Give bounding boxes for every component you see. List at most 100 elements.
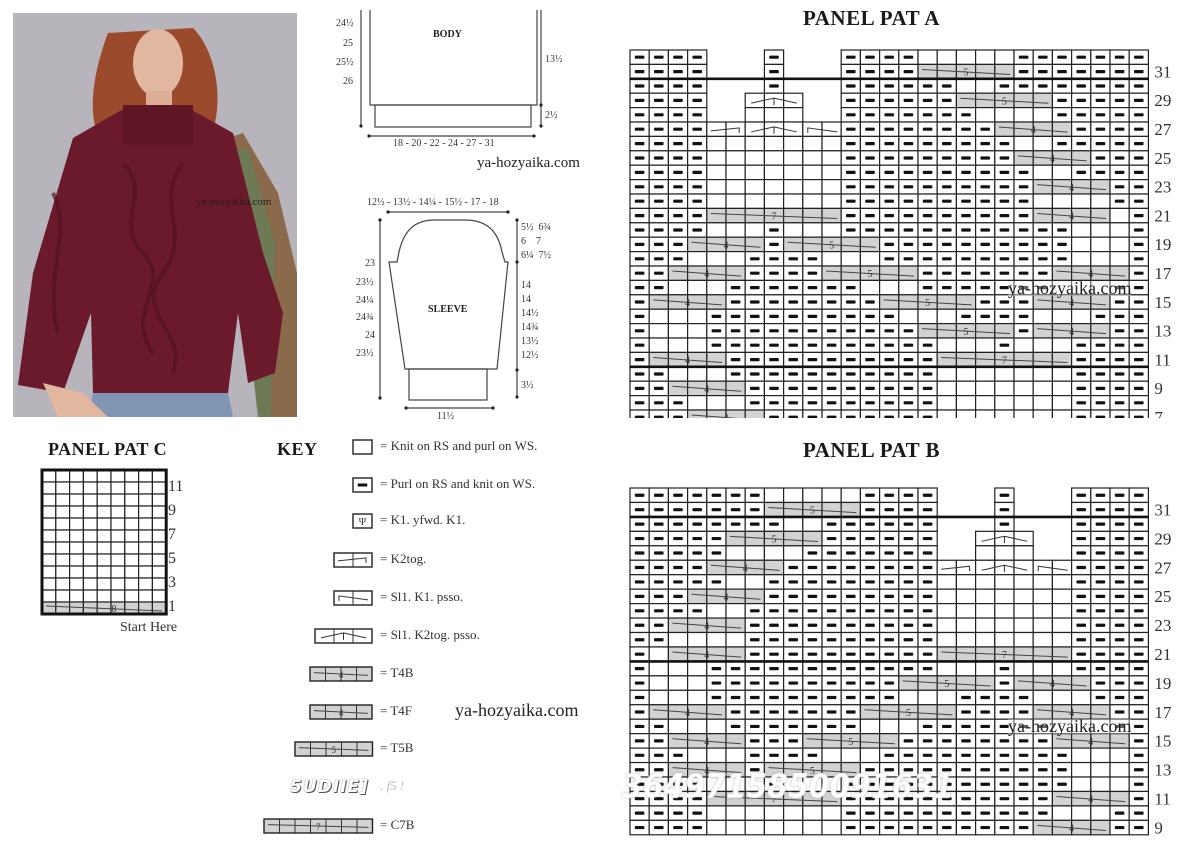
purl-mark: [634, 84, 645, 88]
purl-mark: [692, 565, 702, 570]
purl-mark: [634, 594, 645, 598]
purl-mark: [788, 415, 798, 418]
purl-mark: [846, 199, 856, 203]
knit-cell: [1051, 588, 1073, 605]
cable-count-label: 4: [1069, 183, 1074, 194]
knit-cell: [955, 574, 977, 590]
purl-mark: [1076, 358, 1086, 362]
purl-mark: [692, 170, 702, 174]
row-number-label: 11: [1154, 789, 1170, 808]
cable-cell: [648, 704, 670, 720]
knit-cell: [994, 49, 1015, 65]
purl-mark: [980, 825, 990, 830]
purl-mark: [846, 580, 856, 584]
purl-mark: [1114, 113, 1125, 117]
purl-mark: [1134, 98, 1144, 102]
purl-mark: [1076, 343, 1086, 347]
cable-cell: [1051, 646, 1073, 662]
purl-mark: [1114, 638, 1125, 642]
knit-cell: [725, 135, 746, 152]
knit-cell: [96, 553, 112, 567]
knit-cell: [648, 308, 670, 325]
knit-cell: [725, 602, 746, 619]
knit-cell: [1051, 395, 1073, 411]
cable-crossing-line: [1056, 796, 1126, 803]
purl-mark: [922, 609, 933, 613]
purl-mark: [884, 753, 894, 757]
purl-mark: [1114, 329, 1125, 333]
key-cell-border: [309, 666, 373, 682]
purl-mark: [807, 401, 818, 405]
cable-cell: [917, 704, 938, 720]
cable-count-label: 5: [772, 535, 777, 546]
purl-mark: [846, 594, 856, 598]
purl-mark: [1038, 257, 1048, 261]
knit-cell: [744, 164, 765, 181]
cable-crossing-line: [941, 356, 1068, 363]
sl1k2togpsso-icon: [751, 97, 797, 106]
knit-cell: [706, 179, 727, 195]
knit-cell: [137, 505, 153, 519]
cable-count-label: 4: [1069, 824, 1074, 835]
cable-count-label: 4: [724, 413, 729, 418]
cable-symbol-icon: 4: [309, 704, 373, 720]
purl-mark: [865, 127, 875, 131]
purl-mark: [884, 242, 894, 246]
purl-mark: [654, 522, 664, 526]
purl-mark: [903, 811, 914, 815]
purl-mark: [1076, 113, 1086, 117]
purl-mark: [1134, 565, 1144, 570]
purl-mark: [1038, 782, 1048, 786]
purl-mark: [1114, 681, 1125, 685]
purl-mark: [769, 242, 779, 246]
sweater-photo: ya-hozyaika.com: [13, 13, 297, 417]
purl-mark: [769, 609, 779, 613]
cable-count-label: 4: [704, 650, 709, 661]
cable-cell: [879, 733, 900, 749]
knit-cell: [1032, 380, 1054, 397]
purl-mark: [846, 565, 856, 570]
purl-mark: [1095, 142, 1106, 146]
decrease-cell: [821, 121, 842, 137]
knit-cell: [96, 481, 112, 495]
knit-cell: [879, 279, 900, 296]
knit-cell: [840, 251, 861, 267]
purl-mark: [846, 811, 856, 815]
purl-mark: [634, 271, 645, 275]
cable-cell: [821, 501, 842, 518]
purl-mark: [673, 415, 683, 418]
purl-mark: [634, 724, 645, 729]
purl-mark: [654, 580, 664, 584]
purl-mark: [807, 565, 818, 570]
purl-mark: [673, 753, 683, 757]
knit-cell: [82, 481, 98, 495]
knit-cell: [763, 150, 785, 166]
knit-cell: [725, 574, 746, 590]
knit-cell: [686, 675, 708, 691]
knit-cell: [725, 819, 746, 836]
purl-mark: [980, 314, 990, 318]
knit-cell: [69, 517, 85, 531]
purl-mark: [769, 286, 779, 290]
cable-cell: [1013, 92, 1034, 109]
purl-mark: [846, 358, 856, 362]
sleeve-length: 23½: [356, 348, 374, 359]
knit-cell: [744, 193, 765, 209]
purl-mark: [673, 401, 683, 405]
knit-cell: [151, 601, 167, 615]
knit-cell: [994, 106, 1015, 123]
purl-mark: [1038, 271, 1048, 275]
purl-mark: [846, 113, 856, 117]
knit-cell: [1071, 761, 1092, 778]
cable-cell: [725, 265, 746, 281]
key-cell: [309, 666, 326, 682]
purl-mark: [826, 638, 837, 642]
knit-cell: [898, 279, 919, 296]
purl-mark: [961, 156, 971, 160]
purl-mark: [903, 652, 914, 656]
knit-cell: [1013, 395, 1034, 411]
purl-mark: [980, 257, 990, 261]
purl-mark: [922, 199, 933, 203]
knit-symbol-icon: [352, 439, 373, 455]
purl-mark: [846, 98, 856, 102]
